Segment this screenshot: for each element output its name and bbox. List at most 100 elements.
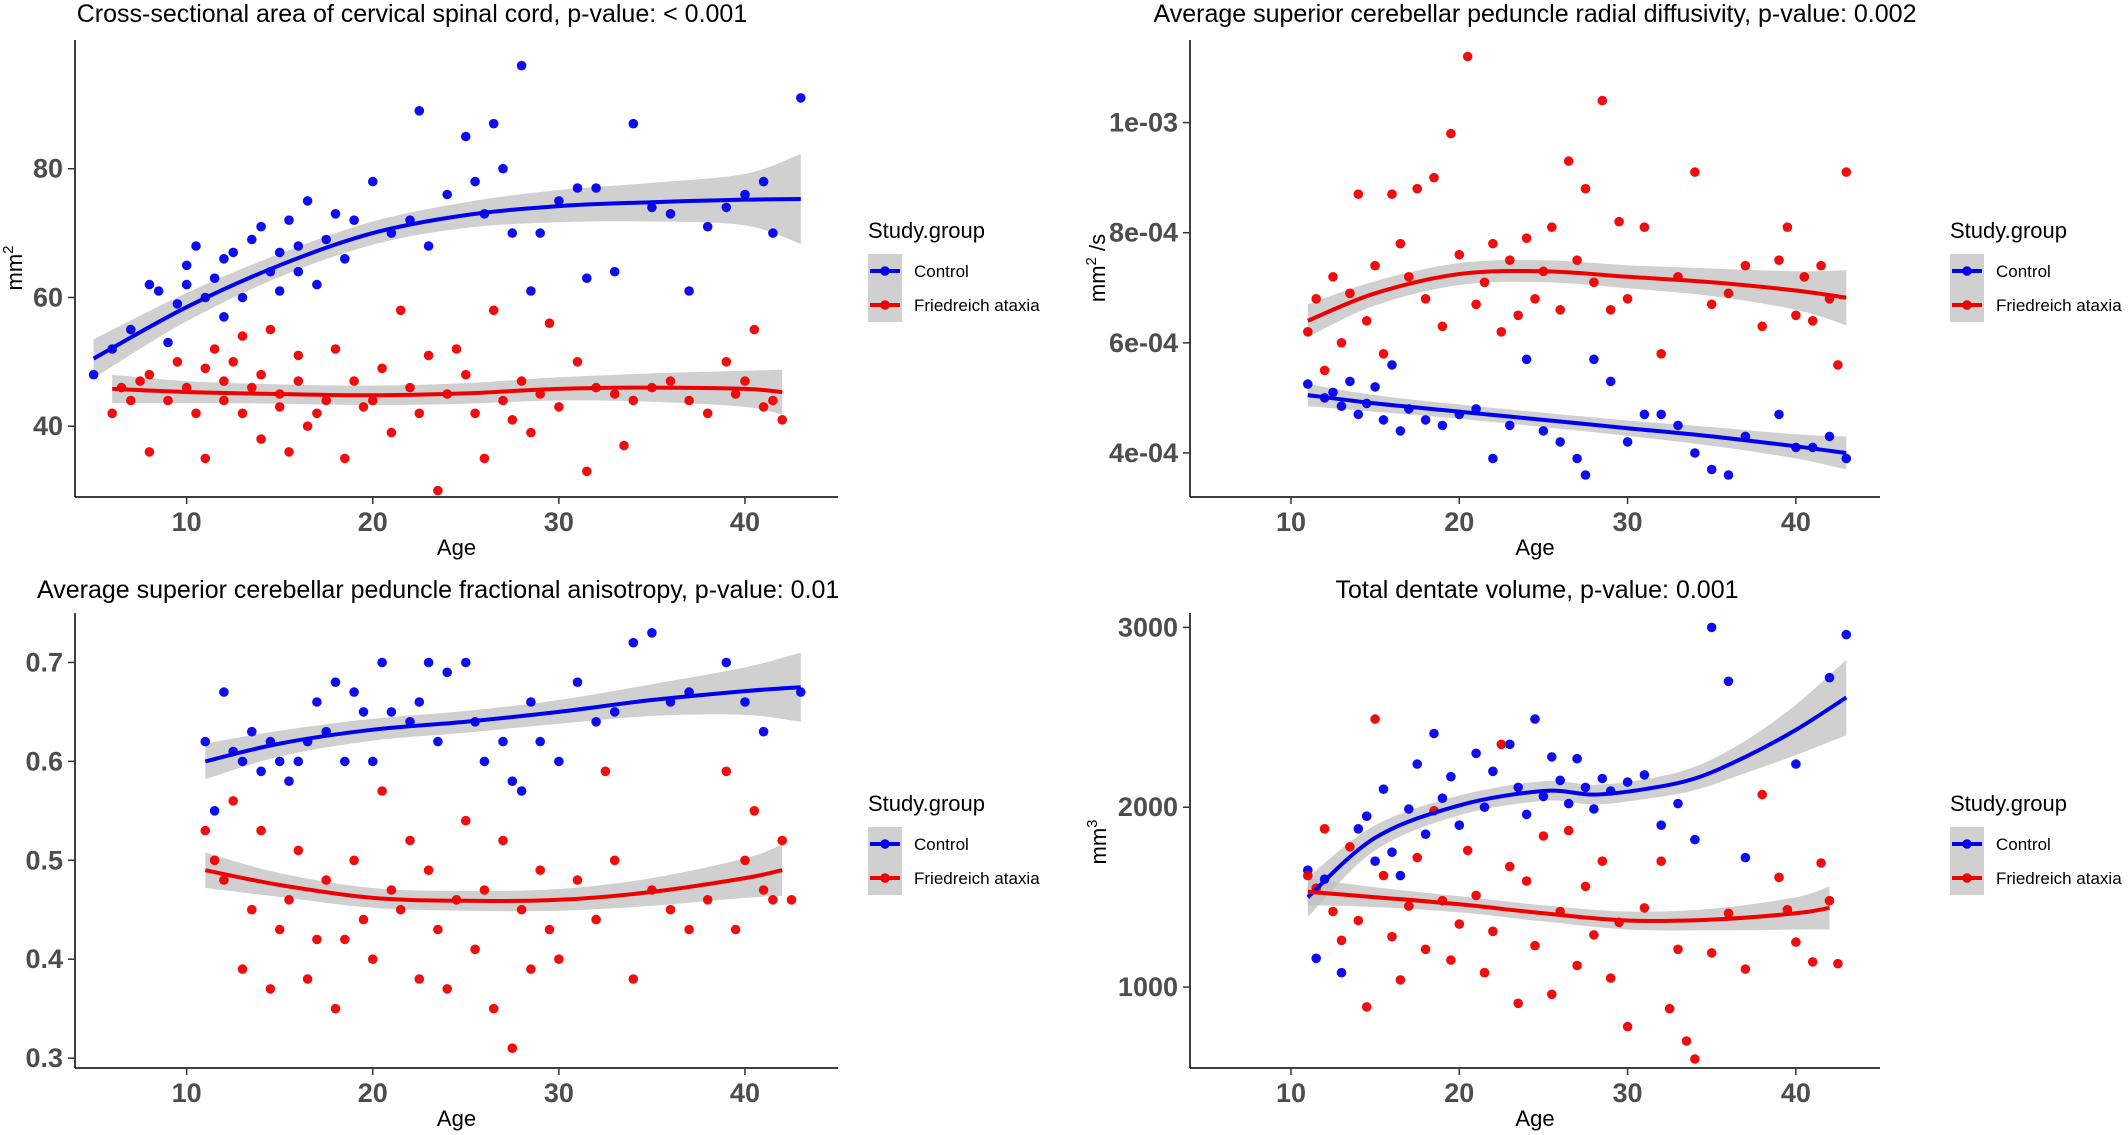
fa-point [200,363,211,374]
x-tick-label: 30 [544,1078,574,1108]
fa-point [554,402,564,412]
control-point [1336,967,1347,978]
fa-point [1319,365,1330,376]
fa-point [433,924,443,935]
fa-point [1690,167,1700,177]
fa-point [1530,294,1540,304]
control-point [1824,431,1835,442]
y-axis-label: mm2 [0,246,27,291]
fa-point [1538,831,1549,841]
control-point [1412,759,1422,769]
fa-point [1791,310,1801,321]
y-tick-label: 1e-03 [1109,108,1178,138]
control-point [1429,728,1439,739]
fa-point [312,408,322,419]
fa-point [479,885,490,895]
control-point [507,228,518,238]
control-point [647,202,657,213]
control-point [442,667,453,678]
control-point [470,176,480,187]
fa-point [684,924,694,935]
x-tick-label: 20 [1444,1078,1474,1108]
control-point [1622,437,1633,447]
fa-point [609,389,620,399]
fa-point [507,1043,518,1053]
control-point [1706,464,1717,475]
fa-point [768,895,778,905]
fa-point [135,376,145,386]
panel-title: Average superior cerebellar peduncle fra… [37,576,839,604]
legend-title: Study.group [868,791,985,816]
fa-point [1513,998,1523,1009]
fa-point [386,885,397,895]
fa-point [1563,156,1574,166]
x-tick-label: 20 [358,507,388,537]
fa-point [1622,294,1633,304]
confidence-ribbon [1307,659,1847,917]
control-point [88,369,99,380]
fa-point [1395,975,1406,985]
y-tick-label: 0.6 [25,746,63,776]
fa-point [423,350,434,361]
control-point [209,273,220,284]
y-axis-label: mm2 /s [1083,234,1110,302]
fa-point [228,357,238,367]
fa-point [1505,861,1515,872]
fa-point [461,815,471,826]
control-point [582,273,592,284]
legend-item-label: Friedreich ataxia [1996,869,2122,888]
control-point [1471,748,1481,759]
fa-point [777,415,787,425]
x-tick-label: 10 [1276,1078,1306,1108]
control-point [1387,360,1397,370]
fa-point [619,440,629,451]
fa-point [554,954,564,964]
control-point [1555,775,1565,786]
fa-point [1547,222,1557,232]
control-point [721,657,732,668]
fa-point [451,344,462,354]
legend-title: Study.group [1950,218,2067,243]
control-point [1454,820,1465,830]
control-point [572,183,583,193]
fa-point [1462,51,1473,62]
fa-point [572,357,583,367]
fa-point [1370,714,1380,724]
x-tick-label: 10 [172,1078,202,1108]
control-point [796,687,806,697]
control-point [526,697,536,707]
fa-point [1328,906,1338,917]
fa-point [247,382,257,393]
fa-point [591,914,601,925]
y-tick-label: 1000 [1118,972,1178,1002]
control-point [1572,753,1582,764]
fa-point [1437,321,1448,332]
control-point [647,628,657,638]
control-point [535,736,545,747]
fa-point [237,331,248,341]
x-tick-label: 20 [358,1078,388,1108]
control-point [740,189,750,200]
fa-point [544,924,555,935]
control-point [200,736,211,747]
fa-point [1387,931,1397,942]
control-point [1336,401,1347,412]
control-point [1572,453,1582,464]
fa-point [758,402,769,412]
x-tick-label: 40 [730,1078,760,1108]
control-point [591,717,601,727]
fa-point [1656,856,1666,866]
y-tick-label: 0.4 [25,944,63,974]
control-point [1622,777,1633,787]
fa-point [1774,255,1784,265]
legend-item-label: Control [1996,835,2051,854]
legend-item-label: Friedreich ataxia [914,869,1040,888]
control-point [535,228,545,238]
fa-point [1513,310,1523,321]
x-axis-label: Age [1515,535,1554,560]
x-tick-label: 40 [1781,507,1811,537]
fa-point [1496,739,1507,750]
fa-point [433,485,443,496]
fa-point [526,964,536,974]
